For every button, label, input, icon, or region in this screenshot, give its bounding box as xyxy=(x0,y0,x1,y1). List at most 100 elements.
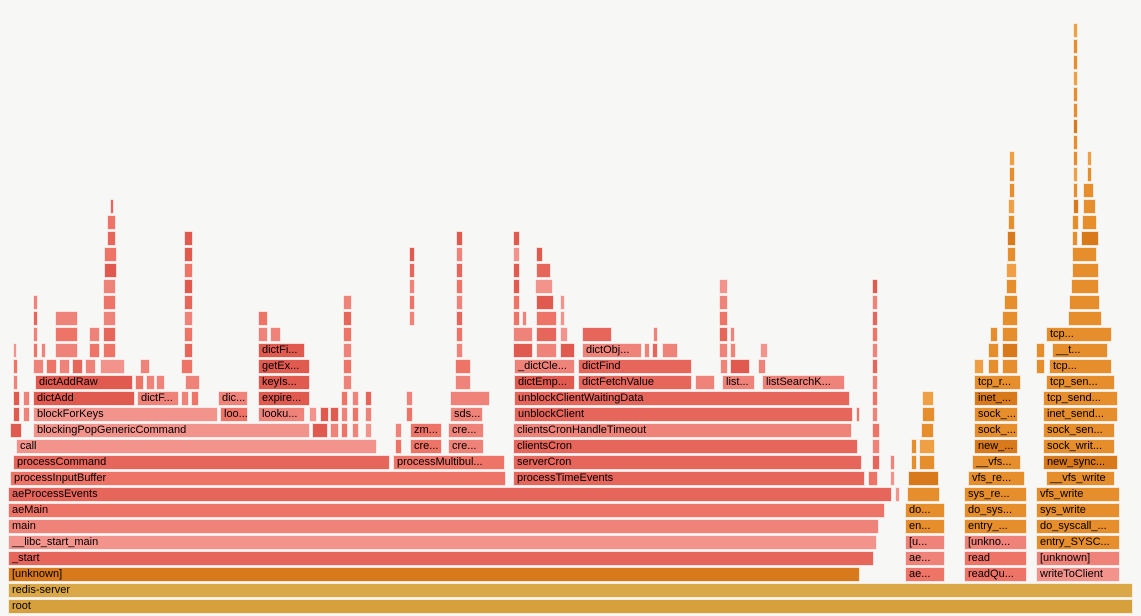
frame-tcp[interactable]: tcp... xyxy=(1046,327,1112,342)
frame[interactable] xyxy=(104,263,117,278)
frame[interactable] xyxy=(107,231,116,246)
frame[interactable] xyxy=(341,391,348,406)
frame[interactable] xyxy=(456,247,463,262)
frame[interactable] xyxy=(409,263,415,278)
frame[interactable] xyxy=(536,327,557,342)
frame-dictobj[interactable]: dictObj... xyxy=(582,343,642,358)
frame[interactable] xyxy=(184,343,193,358)
frame-sys_write[interactable]: sys_write xyxy=(1036,503,1120,518)
frame-listsearchk[interactable]: listSearchK... xyxy=(762,375,845,390)
frame-tcp_r[interactable]: tcp_r... xyxy=(974,375,1021,390)
frame-servercron[interactable]: serverCron xyxy=(513,455,862,470)
frame-dictfind[interactable]: dictFind xyxy=(578,359,692,374)
frame-__vfs[interactable]: __vfs... xyxy=(972,455,1021,470)
frame-processinputbuffer[interactable]: processInputBuffer xyxy=(10,471,506,486)
frame[interactable] xyxy=(343,295,352,310)
frame[interactable] xyxy=(13,375,18,390)
frame[interactable] xyxy=(135,375,144,390)
frame[interactable] xyxy=(455,375,471,390)
frame[interactable] xyxy=(513,327,533,342)
frame[interactable] xyxy=(184,327,193,342)
frame[interactable] xyxy=(1081,231,1099,246)
frame-redis-server[interactable]: redis-server xyxy=(8,583,1133,598)
frame[interactable] xyxy=(1009,167,1015,182)
frame[interactable] xyxy=(395,423,402,438)
frame[interactable] xyxy=(560,295,565,310)
frame[interactable] xyxy=(730,327,735,342)
frame[interactable] xyxy=(653,327,658,342)
frame[interactable] xyxy=(55,327,78,342)
frame[interactable] xyxy=(456,263,463,278)
frame[interactable] xyxy=(872,439,880,454)
frame[interactable] xyxy=(921,423,934,438)
frame[interactable] xyxy=(719,327,728,342)
frame[interactable] xyxy=(895,487,900,502)
frame[interactable] xyxy=(59,359,70,374)
frame[interactable] xyxy=(343,343,352,358)
frame[interactable] xyxy=(352,423,359,438)
frame[interactable] xyxy=(730,343,736,358)
frame[interactable] xyxy=(1072,231,1078,246)
frame[interactable] xyxy=(181,359,193,374)
frame[interactable] xyxy=(560,311,565,326)
frame[interactable] xyxy=(1004,295,1018,310)
frame[interactable] xyxy=(89,327,100,342)
frame[interactable] xyxy=(41,343,46,358)
frame[interactable] xyxy=(990,327,998,342)
frame[interactable] xyxy=(1073,151,1078,166)
frame[interactable] xyxy=(33,311,38,326)
frame[interactable] xyxy=(1006,279,1017,294)
frame[interactable] xyxy=(33,295,38,310)
frame-dictadd[interactable]: dictAdd xyxy=(33,391,135,406)
frame[interactable] xyxy=(1002,343,1018,358)
frame[interactable] xyxy=(456,279,463,294)
frame-blockforkeys[interactable]: blockForKeys xyxy=(33,407,218,422)
frame[interactable] xyxy=(184,279,193,294)
frame-writetoclient[interactable]: writeToClient xyxy=(1036,567,1120,582)
frame[interactable] xyxy=(758,359,766,374)
frame[interactable] xyxy=(13,343,17,358)
frame-zm[interactable]: zm... xyxy=(410,423,442,438)
frame-tcp_sen[interactable]: tcp_sen... xyxy=(1046,375,1115,390)
frame-aemain[interactable]: aeMain xyxy=(8,503,885,518)
frame-cre[interactable]: cre... xyxy=(410,439,442,454)
frame[interactable] xyxy=(455,359,471,374)
frame[interactable] xyxy=(1007,247,1016,262)
frame-getex[interactable]: getEx... xyxy=(258,359,310,374)
frame[interactable] xyxy=(720,359,728,374)
frame[interactable] xyxy=(1087,151,1092,166)
frame[interactable] xyxy=(184,263,193,278)
frame[interactable] xyxy=(1007,231,1016,246)
frame-clientscron[interactable]: clientsCron xyxy=(513,439,858,454)
frame[interactable] xyxy=(456,311,463,326)
frame[interactable] xyxy=(1073,39,1078,54)
frame-unknown[interactable]: [unknown] xyxy=(1036,551,1120,566)
frame[interactable] xyxy=(406,391,413,406)
frame[interactable] xyxy=(365,391,372,406)
frame-sds[interactable]: sds... xyxy=(450,407,483,422)
frame[interactable] xyxy=(13,359,18,374)
frame[interactable] xyxy=(522,311,527,326)
frame[interactable] xyxy=(719,343,728,358)
frame[interactable] xyxy=(1072,215,1079,230)
frame[interactable] xyxy=(582,327,612,342)
frame-__vfs_write[interactable]: __vfs_write xyxy=(1046,471,1115,486)
frame-dic[interactable]: dic... xyxy=(218,391,248,406)
frame[interactable] xyxy=(536,295,554,310)
frame-list[interactable]: list... xyxy=(722,375,755,390)
frame[interactable] xyxy=(1073,103,1078,118)
frame[interactable] xyxy=(513,279,520,294)
frame-__t[interactable]: __t... xyxy=(1052,343,1108,358)
frame[interactable] xyxy=(1002,311,1018,326)
frame-dictfetchvalue[interactable]: dictFetchValue xyxy=(578,375,692,390)
frame[interactable] xyxy=(890,471,895,486)
frame[interactable] xyxy=(868,471,878,486)
frame[interactable] xyxy=(872,391,878,406)
frame[interactable] xyxy=(1073,199,1079,214)
frame[interactable] xyxy=(536,311,557,326)
frame-loo[interactable]: loo... xyxy=(220,407,248,422)
frame[interactable] xyxy=(1072,247,1097,262)
frame[interactable] xyxy=(343,375,352,390)
frame[interactable] xyxy=(644,343,650,358)
frame-processcommand[interactable]: processCommand xyxy=(13,455,390,470)
